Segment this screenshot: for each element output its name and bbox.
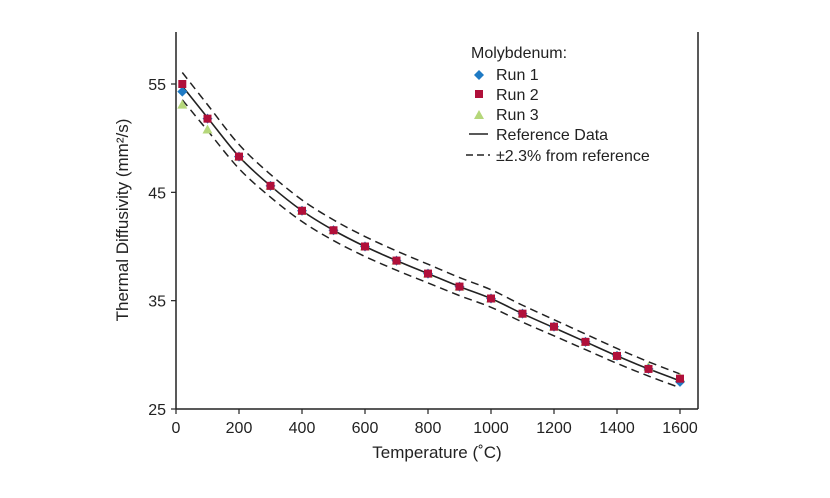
run-2-point	[644, 364, 653, 373]
run-2-point	[518, 309, 527, 318]
y-tick-label: 55	[148, 77, 166, 94]
x-tick-label: 800	[415, 420, 442, 437]
y-tick-label: 25	[148, 402, 166, 419]
x-tick-label: 1600	[662, 420, 698, 437]
legend-label-run-3: Run 3	[496, 107, 539, 124]
x-axis-label: Temperature (˚C)	[372, 443, 501, 462]
legend: Molybdenum: Run 1 Run 2 Run 3 Reference …	[466, 45, 650, 165]
marker-layer	[177, 80, 685, 387]
run-1-point	[177, 86, 188, 97]
run-2-point	[455, 282, 464, 291]
x-tick-label: 1000	[473, 420, 509, 437]
x-tick-label: 1200	[536, 420, 572, 437]
run-2-point	[361, 242, 369, 251]
legend-marker-run-3	[474, 110, 484, 119]
x-tick-label: 600	[352, 420, 379, 437]
legend-title: Molybdenum:	[471, 45, 567, 62]
legend-label-reference: Reference Data	[496, 127, 608, 144]
run-2-point	[203, 114, 212, 123]
run-3-point	[202, 124, 213, 134]
run-2-point	[676, 374, 684, 383]
x-tick-label: 0	[172, 420, 181, 437]
y-tick-label: 35	[148, 294, 166, 311]
run-2-point	[235, 152, 243, 161]
x-tick-label: 400	[289, 420, 316, 437]
reference-layer	[181, 72, 681, 389]
legend-marker-run-2	[475, 90, 483, 98]
legend-marker-run-1	[474, 70, 484, 80]
run-2-point	[178, 80, 187, 88]
run-2-point	[487, 294, 495, 303]
run-2-point	[392, 256, 401, 265]
axes-layer	[175, 32, 699, 410]
legend-label-run-2: Run 2	[496, 87, 539, 104]
y-axis-label: Thermal Diffusivity (mm²/s)	[113, 119, 132, 322]
band-lower-line	[181, 99, 681, 389]
run-2-point	[329, 226, 338, 235]
y-tick-label: 45	[148, 185, 166, 202]
run-3-point	[177, 99, 188, 109]
x-tick-label: 200	[226, 420, 253, 437]
tick-layer: 0 200 400 600 800 1000 1200 1400 1600 25 35 45 55	[148, 77, 698, 437]
run-2-point	[613, 351, 621, 360]
legend-label-band: ±2.3% from reference	[496, 148, 650, 165]
run-2-point	[581, 337, 590, 346]
x-tick-label: 1400	[599, 420, 635, 437]
run-2-point	[424, 269, 432, 278]
run-2-point	[266, 181, 275, 190]
run-2-point	[298, 206, 306, 215]
legend-label-run-1: Run 1	[496, 67, 539, 84]
run-2-point	[550, 322, 558, 331]
band-upper-line	[181, 72, 681, 375]
